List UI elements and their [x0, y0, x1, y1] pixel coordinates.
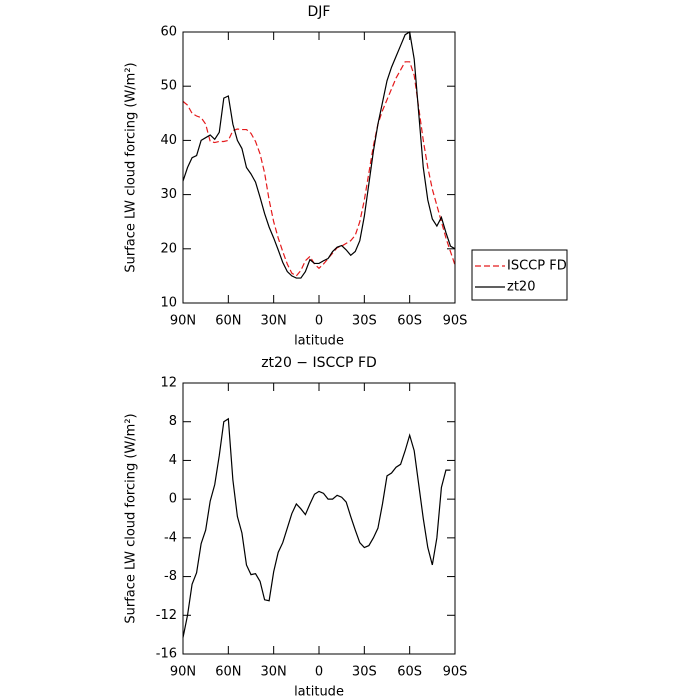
y-axis-label: Surface LW cloud forcing (W/m²) [124, 62, 139, 272]
x-tick-label: 0 [315, 665, 323, 680]
y-tick-label: -12 [156, 608, 177, 623]
y-tick-label: -8 [164, 569, 177, 584]
x-tick-label: 90N [170, 314, 196, 329]
plot-frame [182, 382, 456, 655]
legend-label: ISCCP FD [507, 259, 567, 274]
y-tick-label: 0 [169, 492, 177, 507]
plot-frame [182, 31, 456, 304]
x-tick-label: 90N [170, 665, 196, 680]
x-tick-label: 30S [352, 314, 377, 329]
legend-label: zt20 [507, 280, 535, 295]
x-tick-label: 60N [215, 314, 241, 329]
chart-title: DJF [308, 4, 331, 20]
x-tick-label: 30S [352, 665, 377, 680]
x-axis-label: latitude [294, 334, 344, 349]
y-axis-label: Surface LW cloud forcing (W/m²) [124, 413, 139, 623]
x-tick-label: 30N [261, 665, 287, 680]
y-tick-label: 60 [160, 25, 177, 40]
y-tick-label: 20 [160, 241, 177, 256]
x-tick-label: 90S [443, 314, 468, 329]
chart-title: zt20 − ISCCP FD [261, 355, 377, 371]
y-tick-label: 30 [160, 187, 177, 202]
x-tick-label: 90S [443, 665, 468, 680]
y-tick-label: 8 [169, 414, 177, 429]
y-tick-label: 10 [160, 296, 177, 311]
y-tick-label: 12 [160, 376, 177, 391]
y-tick-label: -4 [164, 530, 177, 545]
y-tick-label: 50 [160, 79, 177, 94]
x-tick-label: 0 [315, 314, 323, 329]
y-tick-label: 40 [160, 133, 177, 148]
data-line [182, 61, 456, 277]
x-axis-label: latitude [294, 685, 344, 700]
x-tick-label: 30N [261, 314, 287, 329]
data-line [182, 31, 456, 279]
x-tick-label: 60S [397, 314, 422, 329]
y-tick-label: 4 [169, 453, 177, 468]
data-line [182, 417, 451, 638]
legend-box [471, 249, 568, 301]
y-tick-label: -16 [156, 647, 177, 662]
x-tick-label: 60S [397, 665, 422, 680]
x-tick-label: 60N [215, 665, 241, 680]
